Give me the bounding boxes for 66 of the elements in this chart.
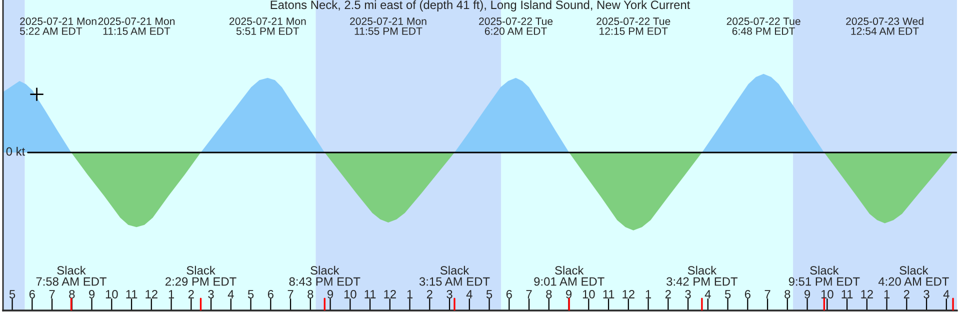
x-tick-label: 4	[466, 290, 472, 298]
x-tick-label: 3	[685, 290, 691, 298]
x-tick-label: 10	[344, 290, 356, 298]
x-tick-label: 1	[168, 290, 174, 298]
x2-tick-label: 2025-07-21 Mon 11:15 AM EDT	[98, 18, 175, 35]
x-tick-label: 6	[506, 290, 512, 298]
x-tick-label: 10	[582, 290, 595, 298]
x-tick-label: 9	[328, 290, 334, 298]
x-tick-label: 8	[784, 290, 790, 298]
x-tick-label: 8	[308, 290, 314, 298]
x-tick-label: 11	[603, 290, 614, 298]
x-tick-label: 12	[146, 290, 158, 298]
x-tick-label: 2	[665, 290, 671, 298]
x-tick-label: 8	[546, 290, 552, 298]
ref-line-label: Slack 7:58 AM EDT	[36, 266, 106, 286]
x-tick-label: 5	[724, 290, 731, 298]
x-tick-label: 12	[861, 290, 873, 298]
x2-tick-label: 2025-07-21 Mon 5:22 AM EDT	[20, 18, 96, 35]
ref-line-label: Slack 3:15 AM EDT	[419, 266, 490, 286]
x-tick-label: 1	[407, 290, 413, 298]
x2-tick-label: 2025-07-22 Tue 12:15 PM EDT	[596, 18, 670, 35]
x-tick-label: 10	[821, 290, 834, 298]
x-tick-label: 12	[622, 290, 634, 298]
x-tick-label: 5	[9, 290, 16, 298]
x2-tick-label: 2025-07-21 Mon 5:51 PM EDT	[229, 18, 306, 35]
ref-line-label: Slack 3:42 PM EDT	[666, 266, 738, 286]
x2-tick-label: 2025-07-22 Tue 6:20 AM EDT	[479, 18, 553, 35]
x-tick-label: 5	[486, 290, 492, 298]
x-tick-label: 10	[106, 290, 118, 298]
x2-tick-label: 2025-07-21 Mon 11:55 PM EDT	[350, 18, 426, 35]
ref-line-label: Slack 9:51 PM EDT	[788, 266, 860, 286]
x-tick-label: 9	[804, 290, 810, 298]
x-tick-label: 12	[384, 290, 396, 298]
x-tick-label: 4	[704, 290, 711, 298]
x-tick-label: 7	[764, 290, 770, 298]
x-tick-label: 9	[89, 290, 95, 298]
ref-line-label: Slack 9:01 AM EDT	[534, 266, 604, 286]
x-tick-label: 6	[29, 290, 35, 298]
x-tick-label: 4	[943, 290, 950, 298]
x-tick-label: 6	[744, 290, 750, 298]
ref-line-label: 0 kt	[6, 146, 26, 156]
x-tick-label: 11	[842, 290, 853, 298]
x-tick-label: 7	[526, 290, 532, 298]
x-tick-label: 7	[49, 290, 55, 298]
x-tick-label: 7	[288, 290, 294, 298]
x-tick-label: 11	[126, 290, 138, 298]
x-tick-label: 3	[446, 290, 452, 298]
x-tick-label: 5	[248, 290, 254, 298]
x2-tick-label: 2025-07-22 Tue 6:48 PM EDT	[726, 18, 800, 35]
x-tick-label: 1	[646, 290, 652, 298]
x-tick-label: 1	[884, 290, 890, 298]
x-tick-label: 2	[904, 290, 910, 298]
x-tick-label: 3	[924, 290, 930, 298]
ref-line-label: Slack 4:20 AM EDT	[878, 266, 949, 286]
x-tick-label: 8	[69, 290, 75, 298]
ref-line-label: Slack 8:43 PM EDT	[289, 266, 360, 286]
chart-title: Eatons Neck, 2.5 mi east of (depth 41 ft), Long Island Sound, New York Current	[270, 0, 690, 12]
ref-line-label: Slack 2:29 PM EDT	[166, 266, 236, 286]
x-tick-label: 9	[566, 290, 572, 298]
x-tick-label: 11	[364, 290, 376, 298]
x-tick-label: 2	[188, 290, 194, 298]
x-tick-label: 4	[228, 290, 234, 298]
x-tick-label: 6	[268, 290, 274, 298]
x-tick-label: 2	[426, 290, 432, 298]
x2-tick-label: 2025-07-23 Wed 12:54 AM EDT	[846, 17, 924, 35]
x-tick-label: 3	[208, 290, 214, 298]
